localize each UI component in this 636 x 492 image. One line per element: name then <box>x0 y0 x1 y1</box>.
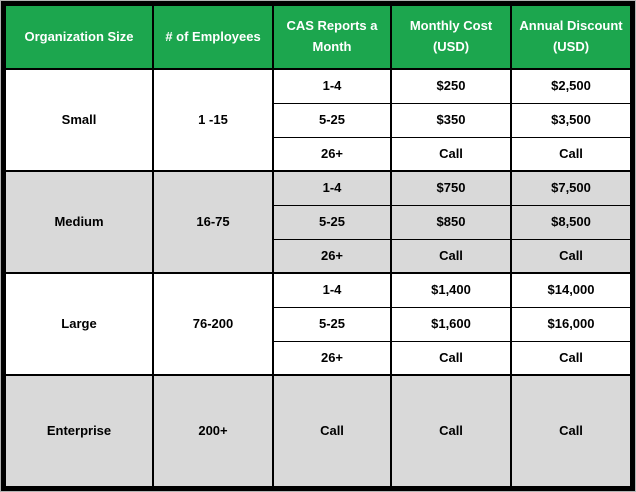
reports-cell: 5-25 <box>274 308 392 342</box>
reports-cell: 26+ <box>274 240 392 274</box>
employees-cell-enterprise: 200+ <box>154 376 274 486</box>
header-cell-cas-reports: CAS Reports a Month <box>274 6 392 70</box>
reports-cell: 5-25 <box>274 104 392 138</box>
reports-cell: 1-4 <box>274 172 392 206</box>
reports-cell: 26+ <box>274 342 392 376</box>
org-size-cell-small: Small <box>6 70 154 172</box>
header-cell-monthly-cost: Monthly Cost (USD) <box>392 6 512 70</box>
annual-discount-cell: $14,000 <box>512 274 630 308</box>
annual-discount-cell: Call <box>512 138 630 172</box>
reports-cell: 1-4 <box>274 274 392 308</box>
monthly-cost-cell: $1,600 <box>392 308 512 342</box>
monthly-cost-cell: $750 <box>392 172 512 206</box>
pricing-table: Organization Size # of Employees CAS Rep… <box>6 6 630 486</box>
monthly-cost-cell: $850 <box>392 206 512 240</box>
reports-cell: 5-25 <box>274 206 392 240</box>
org-size-cell-large: Large <box>6 274 154 376</box>
annual-discount-cell: Call <box>512 376 630 486</box>
header-cell-employees: # of Employees <box>154 6 274 70</box>
employees-cell-medium: 16-75 <box>154 172 274 274</box>
header-cell-organization-size: Organization Size <box>6 6 154 70</box>
monthly-cost-cell: $350 <box>392 104 512 138</box>
annual-discount-cell: Call <box>512 342 630 376</box>
reports-cell: Call <box>274 376 392 486</box>
employees-cell-large: 76-200 <box>154 274 274 376</box>
reports-cell: 1-4 <box>274 70 392 104</box>
monthly-cost-cell: $1,400 <box>392 274 512 308</box>
monthly-cost-cell: Call <box>392 240 512 274</box>
monthly-cost-cell: Call <box>392 138 512 172</box>
header-cell-annual-discount: Annual Discount (USD) <box>512 6 630 70</box>
annual-discount-cell: $8,500 <box>512 206 630 240</box>
annual-discount-cell: $3,500 <box>512 104 630 138</box>
monthly-cost-cell: Call <box>392 376 512 486</box>
annual-discount-cell: Call <box>512 240 630 274</box>
org-size-cell-enterprise: Enterprise <box>6 376 154 486</box>
annual-discount-cell: $16,000 <box>512 308 630 342</box>
annual-discount-cell: $7,500 <box>512 172 630 206</box>
monthly-cost-cell: Call <box>392 342 512 376</box>
employees-cell-small: 1 -15 <box>154 70 274 172</box>
annual-discount-cell: $2,500 <box>512 70 630 104</box>
reports-cell: 26+ <box>274 138 392 172</box>
org-size-cell-medium: Medium <box>6 172 154 274</box>
monthly-cost-cell: $250 <box>392 70 512 104</box>
